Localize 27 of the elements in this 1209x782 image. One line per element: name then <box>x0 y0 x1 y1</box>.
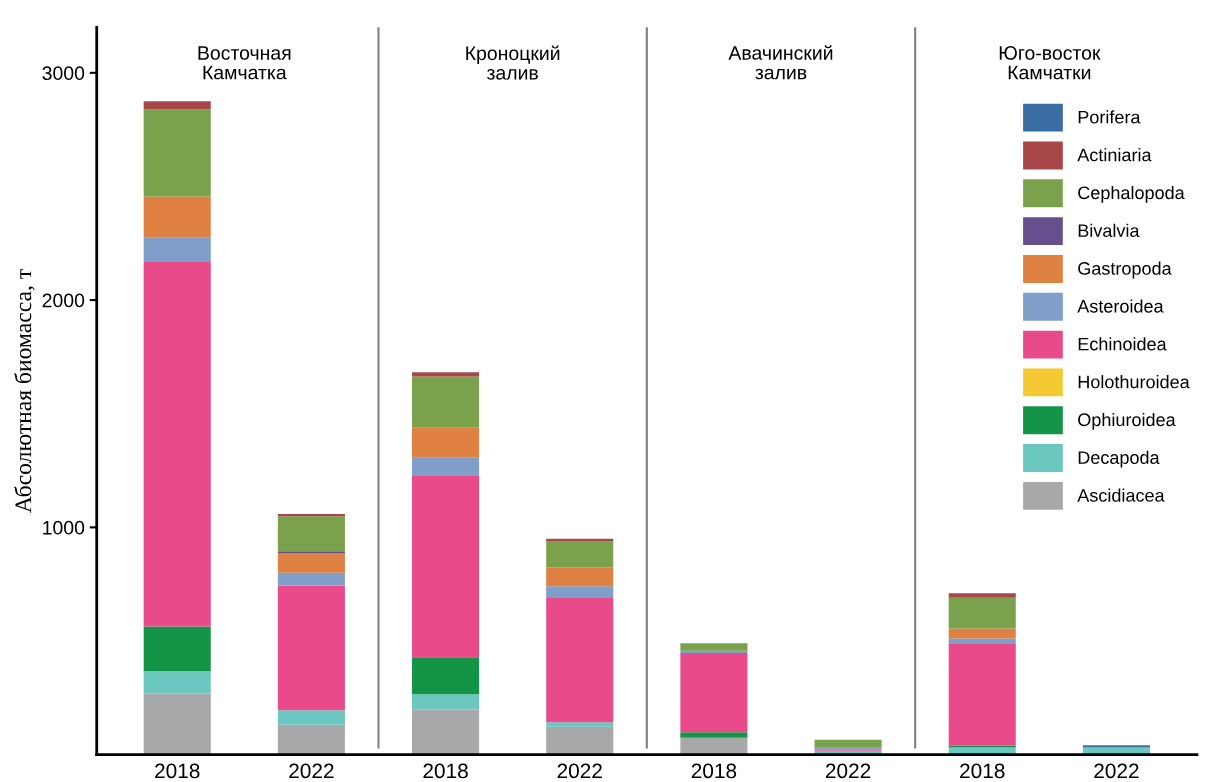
annotation: Авачинский залив <box>728 45 833 80</box>
x-tick-label: 2018 <box>960 763 1005 779</box>
legend-label: Ascidiacea <box>1077 488 1165 502</box>
annotation: Восточная Камчатка <box>198 46 291 80</box>
y-axis-title: Абсолютная биомасса, т <box>14 269 35 513</box>
x-tick-label: 2018 <box>691 763 737 779</box>
legend-label: Bivalvia <box>1078 223 1140 238</box>
annotation: Кроноцкий залив <box>466 45 560 80</box>
legend-label: Echinoidea <box>1078 337 1167 351</box>
y-tick-label: 3000 <box>42 66 85 81</box>
y-tick-label: 2000 <box>42 293 85 308</box>
x-tick-label: 2022 <box>557 763 602 779</box>
legend-label: Cephalopoda <box>1078 185 1185 203</box>
x-tick-label: 2022 <box>289 763 334 779</box>
legend-label: Holothuroidea <box>1078 375 1190 389</box>
x-tick-label: 2022 <box>1094 763 1139 779</box>
legend-label: Ophiuroidea <box>1078 412 1176 430</box>
legend-label: Gastropoda <box>1078 261 1172 279</box>
legend-label: Decapoda <box>1078 450 1160 468</box>
legend-label: Actiniaria <box>1077 148 1152 162</box>
legend-label: Porifera <box>1078 110 1141 124</box>
annotation: Юго-восток Камчатки <box>999 46 1101 80</box>
x-tick-label: 2022 <box>825 763 871 779</box>
y-tick-label: 1000 <box>43 520 85 535</box>
x-tick-label: 2018 <box>155 763 200 779</box>
legend-label: Asteroidea <box>1077 299 1164 313</box>
x-tick-label: 2018 <box>423 763 468 779</box>
